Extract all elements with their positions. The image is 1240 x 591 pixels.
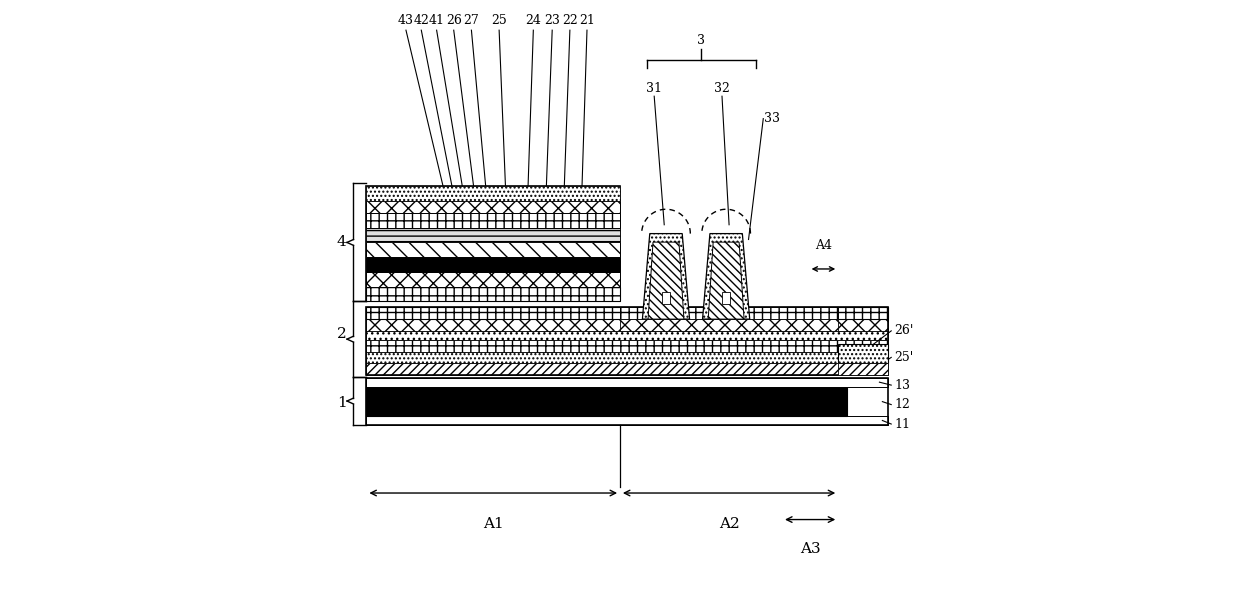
Bar bbox=[367, 186, 620, 301]
Text: 3: 3 bbox=[697, 34, 706, 47]
Text: 21: 21 bbox=[579, 14, 595, 27]
Text: 24: 24 bbox=[526, 14, 542, 27]
Bar bbox=[367, 331, 888, 340]
Bar bbox=[367, 272, 620, 287]
Bar bbox=[367, 228, 620, 242]
Bar bbox=[367, 201, 620, 213]
Bar bbox=[367, 257, 620, 272]
Bar bbox=[620, 307, 838, 319]
Bar bbox=[662, 292, 671, 304]
Text: 13: 13 bbox=[894, 379, 910, 392]
Text: 41: 41 bbox=[429, 14, 445, 27]
Bar bbox=[367, 378, 888, 387]
Bar bbox=[367, 319, 888, 331]
Text: 22: 22 bbox=[562, 14, 578, 27]
Text: 26': 26' bbox=[894, 324, 914, 337]
Text: 31: 31 bbox=[646, 82, 662, 95]
Polygon shape bbox=[642, 233, 689, 319]
Bar bbox=[367, 287, 620, 301]
Text: A4: A4 bbox=[815, 239, 832, 252]
Text: 43: 43 bbox=[398, 14, 414, 27]
Bar bbox=[838, 345, 888, 363]
Bar bbox=[367, 242, 620, 257]
Bar bbox=[367, 378, 888, 425]
Bar bbox=[620, 319, 838, 331]
Text: A3: A3 bbox=[800, 542, 821, 556]
Text: 25': 25' bbox=[894, 351, 914, 364]
Polygon shape bbox=[703, 233, 750, 319]
Text: 42: 42 bbox=[413, 14, 429, 27]
Text: 33: 33 bbox=[764, 112, 780, 125]
Bar bbox=[367, 307, 888, 375]
Text: 27: 27 bbox=[464, 14, 480, 27]
Text: 4: 4 bbox=[337, 235, 346, 249]
Text: 23: 23 bbox=[544, 14, 560, 27]
Bar bbox=[367, 307, 888, 319]
Bar bbox=[367, 387, 847, 417]
Text: 26: 26 bbox=[446, 14, 461, 27]
Text: 32: 32 bbox=[714, 82, 730, 95]
Bar bbox=[367, 363, 888, 375]
Text: 12: 12 bbox=[894, 398, 910, 411]
Text: 11: 11 bbox=[894, 417, 910, 430]
Bar bbox=[722, 292, 730, 304]
Bar bbox=[367, 340, 888, 352]
Bar bbox=[367, 417, 888, 425]
Polygon shape bbox=[708, 242, 744, 319]
Text: A2: A2 bbox=[719, 517, 739, 531]
Text: 25: 25 bbox=[491, 14, 507, 27]
Bar bbox=[367, 213, 620, 228]
Text: 2: 2 bbox=[337, 327, 346, 341]
Text: A1: A1 bbox=[482, 517, 503, 531]
Bar bbox=[367, 186, 620, 201]
Text: 1: 1 bbox=[337, 396, 346, 410]
Polygon shape bbox=[649, 242, 684, 319]
Bar bbox=[367, 352, 888, 363]
Bar bbox=[838, 363, 888, 375]
